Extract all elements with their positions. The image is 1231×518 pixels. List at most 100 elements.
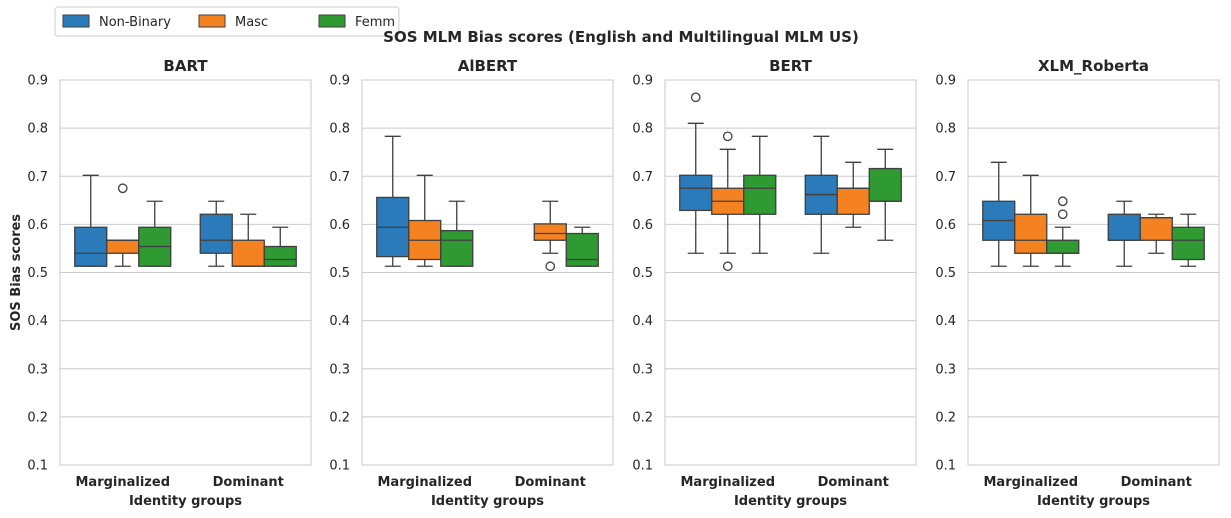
legend-swatch [318,14,346,28]
panel-bart: 0.1 0.2 0.3 0.4 0.5 0.6 0.7 0.8 0.9 BART Marginali… [27,57,312,509]
panel-bert: 0.1 0.2 0.3 0.4 0.5 0.6 0.7 0.8 0.9 BERT Marginali… [632,57,917,509]
y-tick-label: 0.5 [27,266,48,281]
panel-title: BERT [769,57,813,75]
y-tick-label: 0.7 [27,170,48,185]
y-tick-label: 0.4 [27,314,48,329]
box-iqr [1107,213,1141,241]
legend-entry-masc: Masc [198,14,268,30]
box-iqr [199,213,233,254]
y-tick-label: 0.5 [632,266,653,281]
plot-frame [59,79,312,466]
panel-title: XLM_Roberta [1038,57,1149,75]
outlier-point [722,131,733,142]
y-tick-label: 0.2 [27,410,48,425]
y-tick-label: 0.2 [329,410,350,425]
y-tick-label: 0.9 [935,74,956,89]
outlier-point [722,261,733,272]
box-dominant-masc [533,200,567,272]
legend-label: Femm [355,15,395,30]
legend-swatch [62,14,90,28]
y-tick-label: 0.3 [27,362,48,377]
box-iqr [533,223,567,241]
y-tick-label: 0.2 [632,410,653,425]
y-tick-label: 0.9 [632,74,653,89]
box-iqr [440,229,474,267]
box-marginalized-non-binary [679,92,713,254]
panel-title: AlBERT [458,57,518,75]
x-tick-label: Marginalized [377,475,472,490]
legend-box [54,6,400,37]
box-dominant-femm [565,226,599,267]
box-dominant-non-binary [1107,200,1141,267]
y-tick-label: 0.1 [935,459,956,474]
y-tick-label: 0.4 [935,314,956,329]
y-tick-label: 0.8 [329,122,350,137]
box-iqr [106,239,140,254]
y-tick-label: 0.9 [329,74,350,89]
legend-swatch [198,14,226,28]
box-dominant-masc [231,213,265,267]
y-tick-label: 0.8 [935,122,956,137]
y-tick-label: 0.4 [329,314,350,329]
plot-frame [967,79,1220,466]
box-iqr [743,174,777,215]
x-axis-label: Identity groups [129,494,242,509]
x-axis-label: Identity groups [1037,494,1150,509]
y-tick-label: 0.8 [632,122,653,137]
x-tick-label: Marginalized [983,475,1078,490]
y-tick-label: 0.7 [329,170,350,185]
x-tick-label: Dominant [818,475,889,490]
box-marginalized-masc [1014,174,1048,267]
box-iqr [1046,239,1080,254]
x-axis-label: Identity groups [734,494,847,509]
box-dominant-femm [1171,213,1205,267]
box-iqr [868,167,902,202]
box-marginalized-masc [711,131,745,272]
y-tick-label: 0.6 [27,218,48,233]
panel-title: BART [163,57,208,75]
x-tick-label: Marginalized [680,475,775,490]
box-marginalized-femm [743,135,777,254]
x-tick-label: Marginalized [75,475,170,490]
y-tick-label: 0.9 [27,74,48,89]
box-marginalized-non-binary [376,135,410,267]
box-dominant-non-binary [804,135,838,254]
legend: Non-Binary Masc Femm [54,6,400,37]
y-tick-label: 0.4 [632,314,653,329]
y-tick-label: 0.1 [632,459,653,474]
outlier-point [117,183,128,194]
y-tick-label: 0.3 [935,362,956,377]
outlier-point [1057,209,1068,220]
x-axis-label: Identity groups [431,494,544,509]
y-tick-label: 0.8 [27,122,48,137]
y-tick-label: 0.3 [329,362,350,377]
figure-title: SOS MLM Bias scores (English and Multili… [383,28,859,46]
outlier-point [545,261,556,272]
box-marginalized-masc [408,174,442,267]
box-dominant-femm [263,226,297,267]
y-tick-label: 0.3 [632,362,653,377]
x-tick-label: Dominant [515,475,586,490]
x-tick-label: Dominant [1121,475,1192,490]
legend-label: Non-Binary [99,15,171,30]
plot-frame [664,79,917,466]
y-tick-label: 0.7 [632,170,653,185]
box-marginalized-femm [440,200,474,267]
outlier-point [1057,196,1068,207]
box-iqr [263,245,297,267]
y-tick-label: 0.2 [935,410,956,425]
box-marginalized-femm [138,200,172,267]
plot-frame [361,79,614,466]
box-iqr [1171,226,1205,261]
box-iqr [679,174,713,212]
box-marginalized-femm [1046,196,1080,267]
y-tick-label: 0.6 [329,218,350,233]
y-tick-label: 0.5 [329,266,350,281]
y-tick-label: 0.6 [632,218,653,233]
legend-entry-non-binary: Non-Binary [62,14,171,30]
box-marginalized-non-binary [982,161,1016,267]
box-iqr [836,187,870,215]
legend-label: Masc [235,15,268,30]
box-iqr [231,239,265,267]
